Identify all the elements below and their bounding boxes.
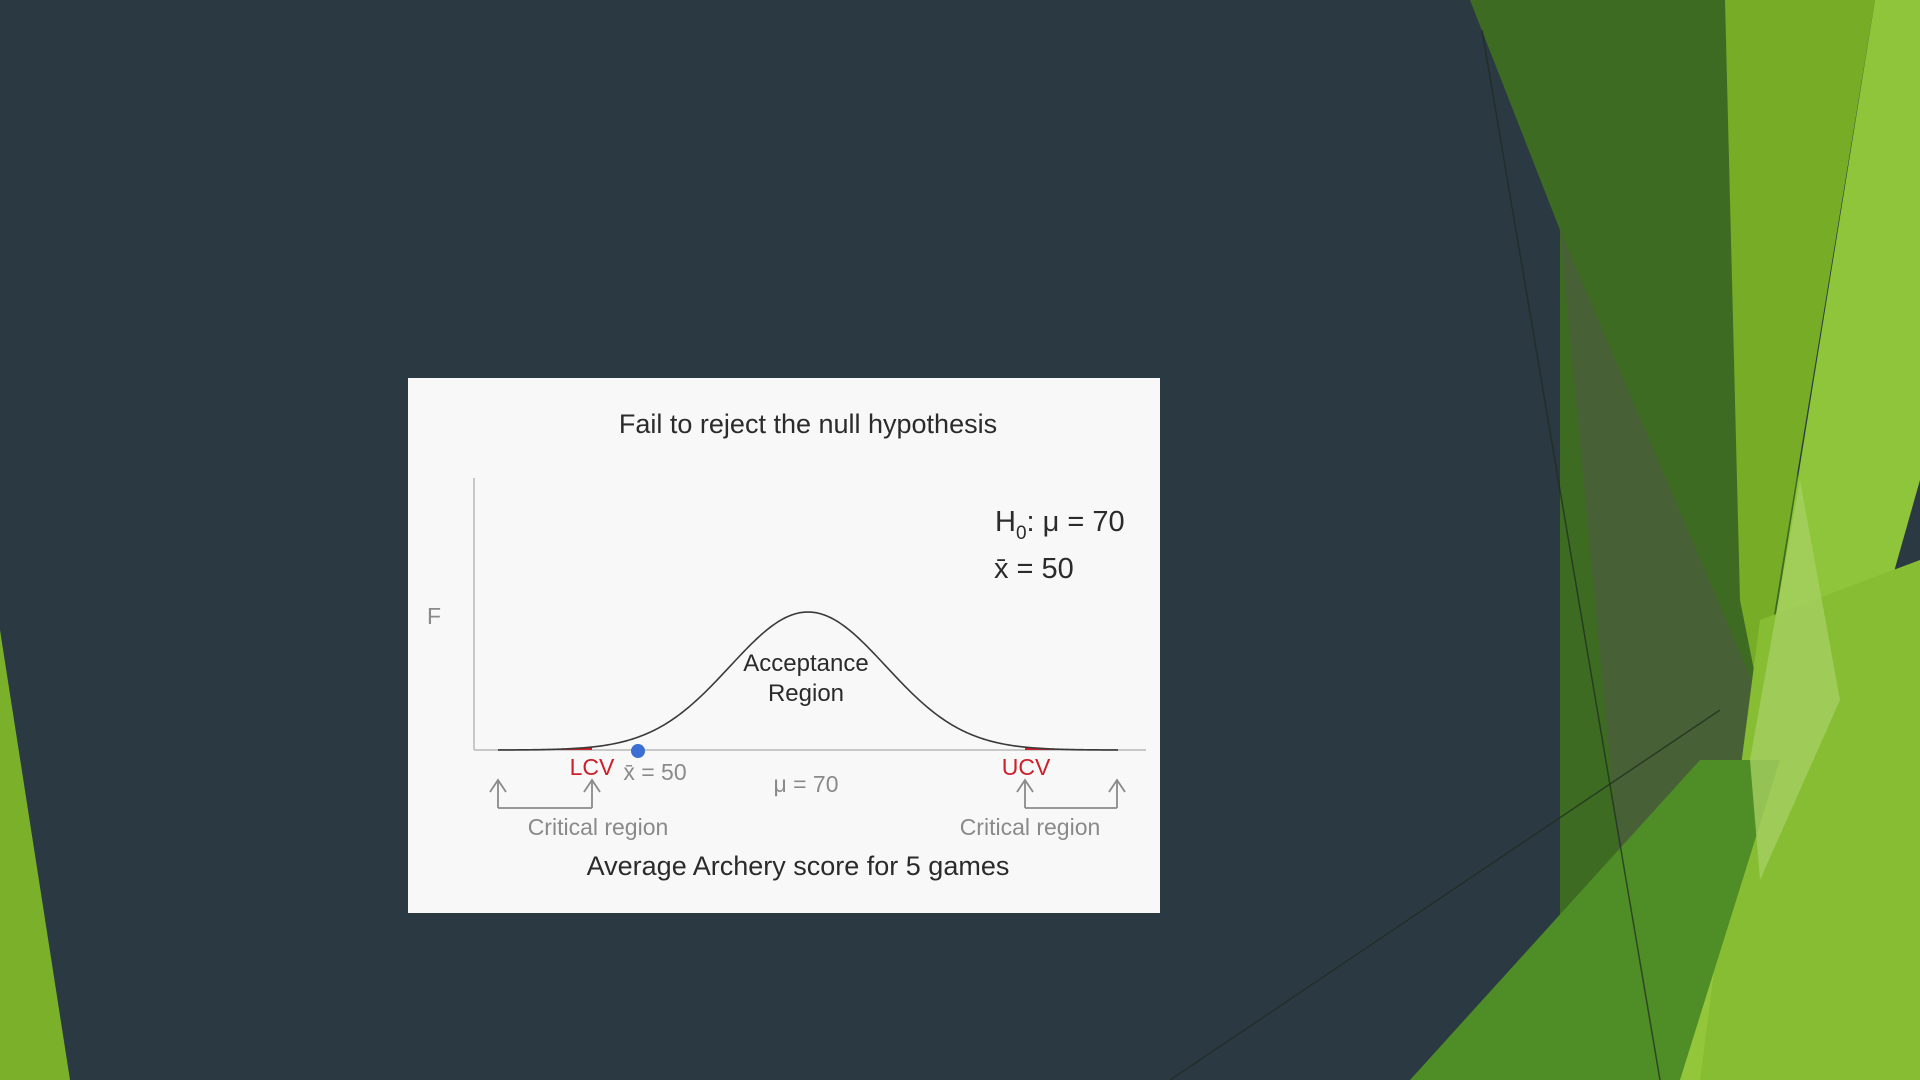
y-axis-label: F — [427, 603, 441, 629]
ucv-label: UCV — [1002, 754, 1051, 780]
acceptance-region-line1: Acceptance — [743, 650, 868, 677]
decor-shape — [1750, 480, 1840, 880]
critical-region-left-label: Critical region — [528, 814, 669, 840]
acceptance-region-line2: Region — [768, 680, 844, 707]
figure-card: Fail to reject the null hypothesis F H0:… — [408, 378, 1160, 913]
decor-shape — [1410, 760, 1780, 1080]
right-critical-bracket — [1016, 778, 1126, 809]
sample-mean-point — [631, 744, 645, 758]
decor-shape — [0, 630, 70, 1080]
hypothesis-test-diagram: Fail to reject the null hypothesis F H0:… — [427, 409, 1146, 881]
x-axis-title: Average Archery score for 5 games — [587, 851, 1010, 881]
decor-line — [1481, 29, 1661, 1080]
sample-mean-statement: x̄ = 50 — [994, 553, 1074, 585]
sample-mean-axis-label: x̄ = 50 — [623, 759, 686, 785]
figure-title: Fail to reject the null hypothesis — [619, 409, 997, 439]
decor-line — [1169, 709, 1721, 1080]
left-critical-bracket — [489, 778, 601, 809]
null-hypothesis-value: : μ = 70 — [1027, 506, 1125, 538]
mu-axis-label: μ = 70 — [773, 771, 838, 797]
normal-curve — [497, 611, 1119, 751]
null-hypothesis-h: H — [995, 506, 1016, 538]
null-hypothesis-subscript: 0 — [1016, 523, 1027, 544]
null-hypothesis: H0: μ = 70 — [995, 506, 1125, 544]
decor-shape — [1700, 560, 1920, 1080]
decor-shape — [1725, 0, 1875, 700]
lcv-label: LCV — [570, 754, 615, 780]
critical-region-right-label: Critical region — [960, 814, 1101, 840]
